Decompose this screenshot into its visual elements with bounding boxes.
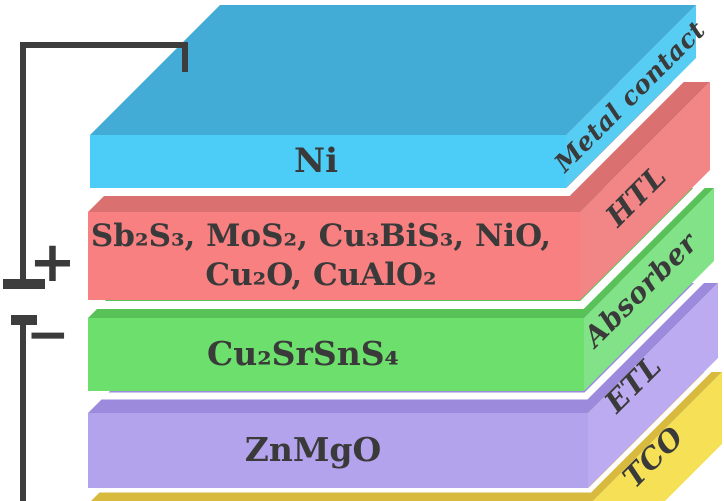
absorber-material-label: Cu₂SrSnS₄ xyxy=(206,334,400,373)
htl-material-label-line1: Sb₂S₃, MoS₂, Cu₃BiS₃, NiO, xyxy=(90,218,552,254)
htl-material-label-line2: Cu₂O, CuAlO₂ xyxy=(205,257,437,293)
metal-contact-top-face xyxy=(90,5,696,135)
metal-contact-material-label: Ni xyxy=(294,141,338,181)
gap-divider-absorber-etl xyxy=(86,263,719,400)
gap-divider-etl-tco xyxy=(86,358,722,493)
circuit-wire-top xyxy=(20,42,188,281)
battery-positive-sign: + xyxy=(29,230,76,295)
htl-side-face xyxy=(580,82,710,300)
absorber-front-face xyxy=(88,318,584,391)
gap-divider-htl-absorber xyxy=(86,172,715,309)
etl-side-face xyxy=(588,283,718,488)
circuit xyxy=(3,42,188,501)
htl-front-face xyxy=(88,212,580,300)
etl-material-label: ZnMgO xyxy=(244,430,382,469)
layer-slab-metal-contact xyxy=(90,5,696,188)
gap-divider-metal-htl xyxy=(86,59,701,196)
tco-side-face xyxy=(593,372,722,501)
absorber-side-face xyxy=(584,188,714,391)
battery-negative-sign: − xyxy=(26,305,70,365)
metal-contact-front-face xyxy=(90,135,566,188)
metal-contact-side-face xyxy=(566,5,696,188)
etl-front-face xyxy=(88,413,588,488)
